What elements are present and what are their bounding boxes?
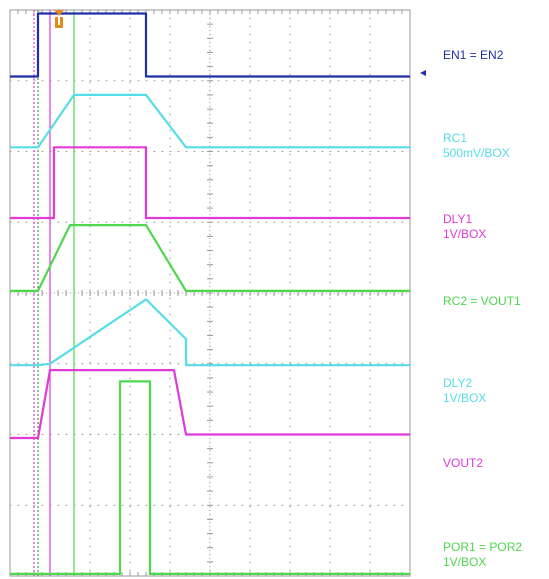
label-por: POR1 = POR2 1V/BOX [443, 540, 522, 570]
trace-dly1-1v-box [10, 146, 410, 220]
trace-rc1-500mv-box [10, 93, 410, 149]
label-dly2: DLY2 1V/BOX [443, 376, 486, 406]
trace-vout2 [10, 369, 410, 440]
label-dly1-scale: 1V/BOX [443, 227, 487, 241]
label-en: EN1 = EN2 [443, 48, 503, 63]
label-rc1: RC1 500mV/BOX [443, 131, 510, 161]
label-rc2-text: RC2 = VOUT1 [443, 294, 521, 308]
label-rc2: RC2 = VOUT1 [443, 294, 521, 309]
label-vout2-text: VOUT2 [443, 456, 484, 470]
label-en-text: EN1 = EN2 [443, 48, 504, 62]
trace-por1-por2-1v-box [10, 380, 410, 576]
label-dly2-scale: 1V/BOX [443, 391, 487, 405]
trace-rc2-vout1 [10, 224, 410, 292]
label-por-name: POR1 = POR2 [443, 540, 523, 554]
label-dly2-name: DLY2 [443, 376, 473, 390]
cursor-markers [33, 10, 75, 576]
trigger-marker-icon [54, 10, 64, 28]
trace-en1-en2 [10, 12, 410, 78]
waveform-traces [10, 12, 410, 576]
label-dly1-name: DLY1 [443, 212, 473, 226]
scope-grid [9, 9, 411, 577]
label-por-scale: 1V/BOX [443, 555, 487, 569]
label-vout2: VOUT2 [443, 456, 483, 471]
label-rc1-scale: 500mV/BOX [443, 146, 510, 160]
channel-offset-arrow-icon [420, 70, 426, 76]
label-rc1-name: RC1 [443, 131, 468, 145]
label-dly1: DLY1 1V/BOX [443, 212, 486, 242]
trace-dly2-1v-box [10, 298, 410, 367]
